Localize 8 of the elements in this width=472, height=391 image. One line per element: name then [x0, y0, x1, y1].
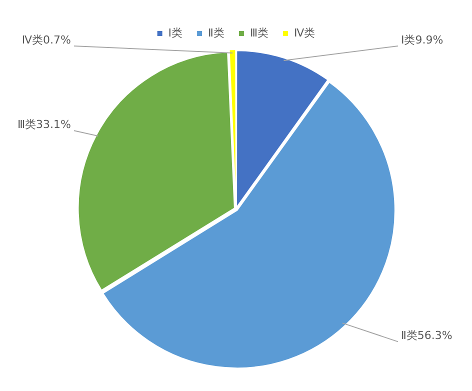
data-label: Ⅲ类33.1%	[17, 118, 72, 132]
legend-label: Ⅰ类	[168, 26, 183, 40]
legend-label: Ⅲ类	[250, 26, 269, 40]
data-label: Ⅰ类9.9%	[401, 33, 444, 46]
data-label: Ⅱ类56.3%	[401, 329, 452, 342]
legend-label: Ⅱ类	[208, 26, 224, 40]
data-label: Ⅳ类0.7%	[22, 33, 72, 46]
legend-label: Ⅳ类	[294, 26, 316, 40]
